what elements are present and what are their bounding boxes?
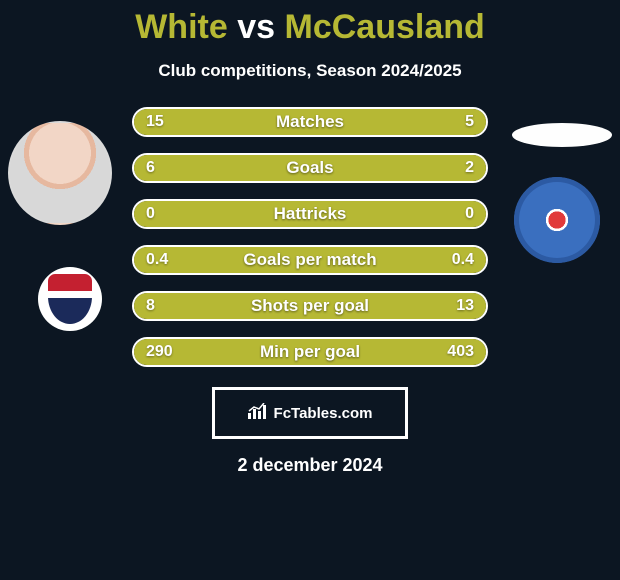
bar-label: Goals [286,158,333,178]
bar-fill-left [134,109,398,135]
bar-value-left: 0 [146,205,155,223]
subtitle: Club competitions, Season 2024/2025 [0,61,620,81]
club-left-badge [38,267,102,331]
stat-bar: 0.4 0.4 Goals per match [132,245,488,275]
bar-value-left: 6 [146,159,155,177]
stat-bar: 15 5 Matches [132,107,488,137]
title-player-right: McCausland [285,8,485,46]
stat-bars: 15 5 Matches 6 2 Goals 0 0 Hattricks 0.4 0.4 Goals … [132,107,488,367]
bar-value-left: 8 [146,297,155,315]
page-title: White vs McCausland [0,0,620,47]
comparison-content: 15 5 Matches 6 2 Goals 0 0 Hattricks 0.4 0.4 Goals … [0,107,620,367]
club-right-badge-inner [539,202,575,238]
title-player-left: White [135,8,228,46]
stat-bar: 8 13 Shots per goal [132,291,488,321]
footer-brand-text: FcTables.com [274,405,373,422]
bar-value-right: 403 [447,343,474,361]
club-right-badge [514,177,600,263]
bar-value-left: 15 [146,113,164,131]
bar-label: Shots per goal [251,296,369,316]
bar-label: Goals per match [243,250,376,270]
stat-bar: 290 403 Min per goal [132,337,488,367]
player-left-avatar [8,121,112,225]
player-right-avatar [512,123,612,147]
bar-value-right: 0.4 [452,251,474,269]
bar-label: Matches [276,112,344,132]
club-left-badge-inner [48,274,92,324]
bar-value-right: 5 [465,113,474,131]
footer-brand-box: FcTables.com [212,387,408,439]
bar-value-left: 290 [146,343,173,361]
footer-date: 2 december 2024 [0,455,620,476]
bar-value-right: 2 [465,159,474,177]
stat-bar: 0 0 Hattricks [132,199,488,229]
stat-bar: 6 2 Goals [132,153,488,183]
chart-icon [248,403,268,424]
bar-label: Min per goal [260,342,360,362]
bar-label: Hattricks [274,204,347,224]
bar-value-right: 13 [456,297,474,315]
bar-value-left: 0.4 [146,251,168,269]
bar-fill-left [134,155,398,181]
bar-value-right: 0 [465,205,474,223]
title-separator: vs [237,8,275,46]
